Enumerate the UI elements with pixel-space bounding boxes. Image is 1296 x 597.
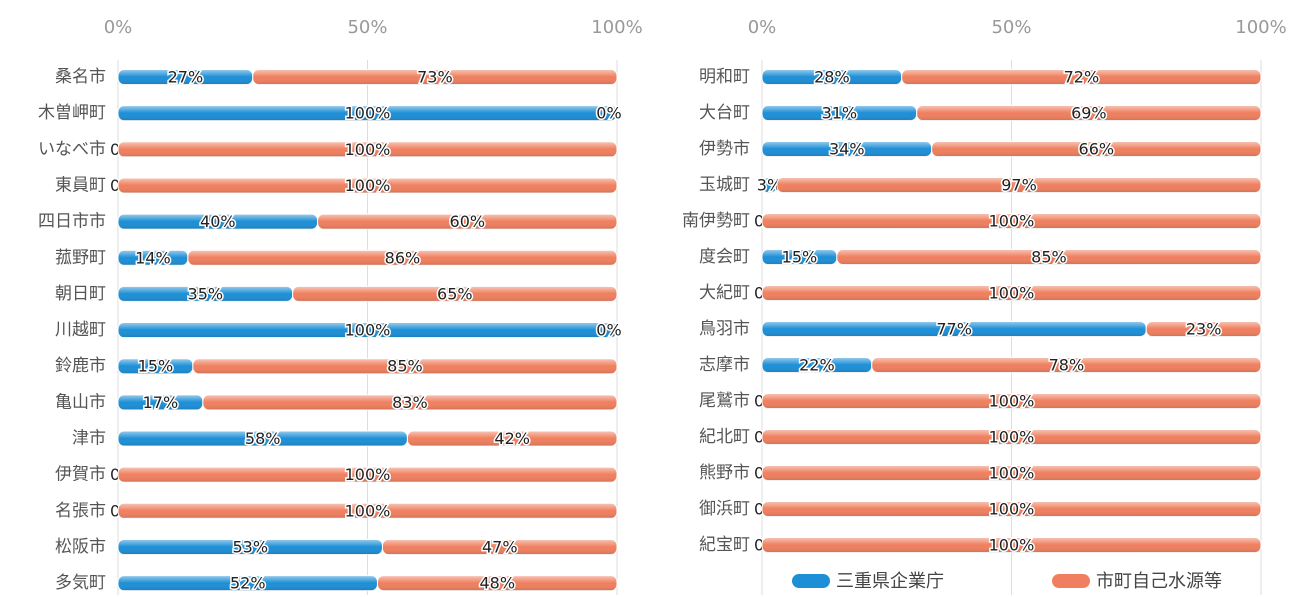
value-label: 100%	[989, 464, 1035, 483]
category-label: 鳥羽市	[699, 319, 750, 339]
value-label: 78%	[1049, 356, 1085, 375]
value-label: 52%	[230, 574, 266, 593]
value-label: 15%	[782, 248, 818, 267]
value-label: 100%	[345, 465, 391, 484]
category-label: 紀宝町	[699, 535, 750, 555]
value-label: 100%	[989, 428, 1035, 447]
x-tick-label: 100%	[591, 17, 642, 38]
category-label: 明和町	[699, 67, 750, 87]
category-label: 熊野市	[699, 463, 750, 483]
category-label: 木曽岬町	[38, 103, 106, 123]
category-label: 紀北町	[699, 427, 750, 447]
category-label: 菰野町	[55, 248, 106, 268]
category-label: 朝日町	[55, 284, 106, 304]
value-label: 85%	[1031, 248, 1067, 267]
value-label: 27%	[168, 68, 204, 87]
category-label: 大台町	[699, 103, 750, 123]
category-label: 桑名市	[55, 67, 106, 87]
value-label: 69%	[1071, 104, 1107, 123]
category-label: 川越町	[55, 320, 106, 340]
value-label: 17%	[143, 393, 179, 412]
value-label: 100%	[345, 176, 391, 195]
value-label: 53%	[232, 537, 268, 556]
category-label: 鈴鹿市	[55, 356, 106, 376]
value-label: 100%	[989, 500, 1035, 519]
category-label: 伊賀市	[55, 465, 106, 485]
value-label: 66%	[1079, 140, 1115, 159]
category-label: いなべ市	[38, 139, 106, 159]
value-label: 23%	[1186, 320, 1222, 339]
value-label: 42%	[494, 429, 530, 448]
value-label: 47%	[482, 537, 518, 556]
category-label: 四日市市	[38, 212, 106, 232]
value-label: 58%	[245, 429, 281, 448]
value-label: 22%	[799, 356, 835, 375]
category-label: 亀山市	[55, 392, 106, 412]
category-label: 東員町	[55, 175, 106, 195]
value-label: 100%	[989, 536, 1035, 555]
value-label: 65%	[437, 284, 473, 303]
category-label: 志摩市	[699, 355, 750, 375]
value-label: 60%	[450, 212, 486, 231]
value-label: 100%	[989, 392, 1035, 411]
category-label: 尾鷲市	[699, 391, 750, 411]
category-label: 多気町	[55, 573, 106, 593]
category-label: 松阪市	[55, 537, 106, 557]
value-label: 31%	[822, 104, 858, 123]
category-label: 度会町	[699, 247, 750, 267]
value-label: 28%	[814, 68, 850, 87]
value-label: 100%	[989, 284, 1035, 303]
value-label: 100%	[345, 501, 391, 520]
legend-swatch	[1052, 574, 1090, 588]
x-tick-label: 50%	[991, 17, 1031, 38]
value-label: 100%	[989, 212, 1035, 231]
x-tick-label: 100%	[1235, 17, 1286, 38]
chart: 0% 50% 100% 桑名市 27% 73% 木曽岬町 100% 0% いなべ市 0% 100% 東員…	[0, 0, 1296, 597]
legend-swatch	[792, 574, 830, 588]
x-tick-label: 0%	[748, 17, 777, 38]
category-label: 名張市	[55, 501, 106, 521]
value-label: 86%	[385, 248, 421, 267]
value-label: 34%	[829, 140, 865, 159]
value-label: 100%	[345, 140, 391, 159]
value-label: 83%	[392, 393, 428, 412]
value-label: 40%	[200, 212, 236, 231]
legend-label: 三重県企業庁	[836, 571, 944, 592]
value-label: 15%	[138, 357, 174, 376]
legend-label: 市町自己水源等	[1096, 571, 1222, 592]
x-tick-label: 50%	[347, 17, 387, 38]
category-label: 伊勢市	[699, 139, 750, 159]
value-label: 0%	[596, 321, 621, 340]
value-label: 85%	[387, 357, 423, 376]
value-label: 97%	[1001, 176, 1037, 195]
category-label: 津市	[72, 429, 106, 449]
value-label: 77%	[936, 320, 972, 339]
value-label: 100%	[345, 104, 391, 123]
x-tick-label: 0%	[104, 17, 133, 38]
category-label: 大紀町	[699, 283, 750, 303]
category-label: 御浜町	[699, 499, 750, 519]
value-label: 14%	[135, 248, 171, 267]
category-label: 南伊勢町	[682, 211, 750, 231]
value-label: 0%	[596, 104, 621, 123]
value-label: 72%	[1064, 68, 1100, 87]
value-label: 73%	[417, 68, 453, 87]
category-label: 玉城町	[699, 175, 750, 195]
value-label: 48%	[479, 574, 515, 593]
value-label: 35%	[188, 284, 224, 303]
value-label: 100%	[345, 321, 391, 340]
